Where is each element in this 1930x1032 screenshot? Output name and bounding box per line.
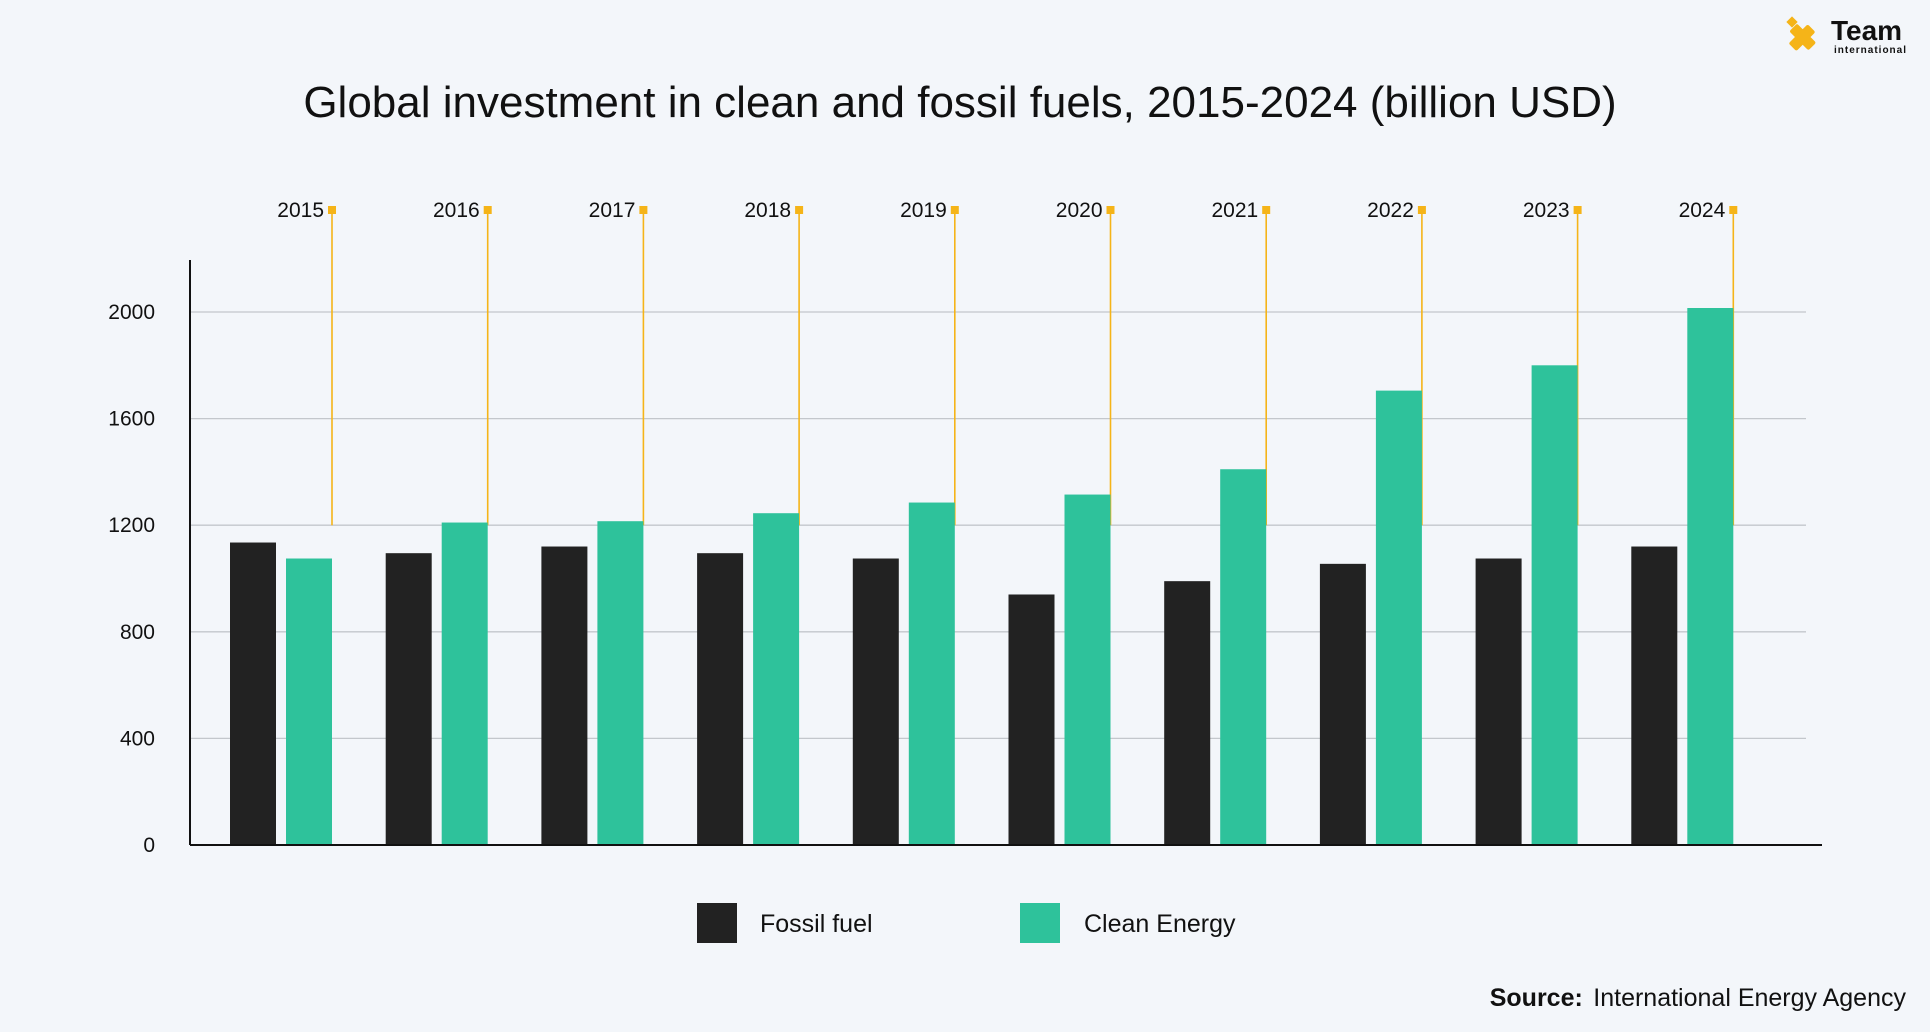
source-note: Source: International Energy Agency <box>1490 984 1907 1012</box>
y-tick-label-1200: 1200 <box>108 514 155 537</box>
brand-name: Team <box>1831 15 1902 46</box>
source-label: Source: <box>1490 984 1583 1012</box>
bar-clean-2021 <box>1220 469 1267 845</box>
bar-fossil-2023 <box>1475 558 1522 845</box>
year-marker-dot-2021 <box>1262 206 1271 214</box>
bar-clean-2017 <box>597 521 644 845</box>
y-tick-label-800: 800 <box>120 621 155 644</box>
source-text: International Energy Agency <box>1593 984 1906 1012</box>
bar-clean-2023 <box>1531 365 1578 845</box>
bar-fossil-2021 <box>1164 581 1211 845</box>
legend-fossil-swatch <box>697 903 737 943</box>
x-tick-label-2020: 2020 <box>1056 199 1103 222</box>
bar-layer <box>230 308 1734 845</box>
year-marker-layer: 2015 2016 2017 2018 2019 2020 2021 2022 2023 2024 <box>277 199 1738 526</box>
year-marker-dot-2023 <box>1573 206 1582 214</box>
bar-fossil-2022 <box>1319 563 1366 845</box>
legend: Fossil fuel Clean Energy <box>697 903 1236 943</box>
year-marker-dot-2024 <box>1729 206 1738 214</box>
bar-clean-2024 <box>1687 308 1734 845</box>
x-tick-label-2017: 2017 <box>589 199 636 222</box>
bar-fossil-2015 <box>230 542 276 845</box>
chart-title: Global investment in clean and fossil fu… <box>303 78 1616 127</box>
year-marker-dot-2020 <box>1106 206 1115 214</box>
x-tick-label-2023: 2023 <box>1523 199 1570 222</box>
year-marker-dot-2016 <box>483 206 492 214</box>
bar-fossil-2018 <box>697 553 744 845</box>
year-marker-dot-2018 <box>795 206 804 214</box>
brand-logo: Team international <box>1786 15 1907 56</box>
bar-clean-2018 <box>753 513 800 845</box>
bar-fossil-2020 <box>1008 594 1055 845</box>
bar-fossil-2016 <box>385 553 432 845</box>
x-tick-label-2021: 2021 <box>1211 199 1258 222</box>
year-marker-dot-2022 <box>1417 206 1426 214</box>
year-marker-dot-2017 <box>639 206 648 214</box>
legend-clean-label: Clean Energy <box>1084 910 1236 938</box>
y-tick-label-0: 0 <box>143 834 155 857</box>
y-tick-label-2000: 2000 <box>108 301 155 324</box>
y-tick-label-400: 400 <box>120 727 155 750</box>
legend-fossil-label: Fossil fuel <box>760 910 873 938</box>
x-tick-label-2016: 2016 <box>433 199 480 222</box>
bar-clean-2016 <box>441 522 488 845</box>
year-marker-dot-2019 <box>950 206 959 214</box>
axis-layer: 0 400 800 1200 1600 2000 <box>108 260 1822 857</box>
y-tick-label-1600: 1600 <box>108 408 155 431</box>
brand-mark-icon <box>1786 16 1816 51</box>
bar-fossil-2019 <box>852 558 899 845</box>
bar-fossil-2024 <box>1631 546 1678 845</box>
legend-clean-swatch <box>1020 903 1060 943</box>
bar-clean-2015 <box>286 558 332 845</box>
bar-clean-2020 <box>1064 494 1111 845</box>
x-tick-label-2024: 2024 <box>1679 199 1726 222</box>
x-tick-label-2022: 2022 <box>1367 199 1414 222</box>
bar-clean-2019 <box>908 502 955 845</box>
bar-fossil-2017 <box>541 546 588 845</box>
brand-sub: international <box>1834 45 1907 56</box>
x-tick-label-2019: 2019 <box>900 199 947 222</box>
bar-clean-2022 <box>1375 390 1422 845</box>
x-tick-label-2015: 2015 <box>277 199 324 222</box>
year-marker-dot-2015 <box>328 206 336 214</box>
x-tick-label-2018: 2018 <box>744 199 791 222</box>
